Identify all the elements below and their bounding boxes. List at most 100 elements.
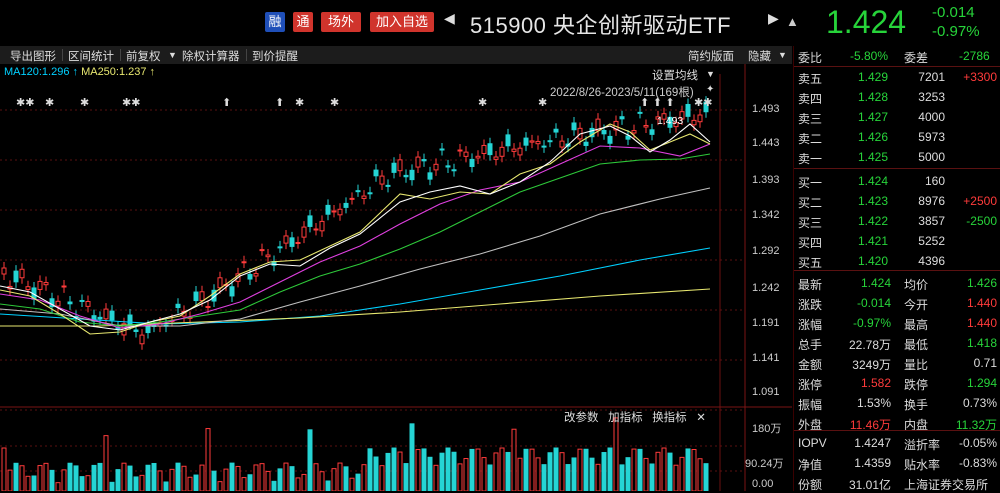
prev-arrow-icon[interactable]: ◀ [444,10,455,26]
volume-bar [313,463,319,491]
svg-text:✱✱: ✱✱ [16,96,34,109]
buy-level-row[interactable]: 买一 1.424 160 [798,174,945,190]
export-chart-button[interactable]: 导出图形 [10,51,56,63]
candle [241,261,247,264]
price-alert-button[interactable]: 到价提醒 [252,51,298,63]
otc-tag[interactable]: 场外 [321,12,361,32]
quote-stat-row[interactable]: 金额 3249万 量比 0.71 [798,356,997,372]
kline-chart[interactable]: ✱✱ ✱ ✱ ✱✱ ⬆ ⬆ ✱ ✱ ✱ ✱ ⬆ ⬆ ⬆ ✱✱ 1.493 [0,64,792,491]
peak-price-label: 1.493 [657,115,683,127]
quote-stat-row[interactable]: 振幅 1.53% 换手 0.73% [798,396,997,412]
candle [499,146,505,157]
fq-dropdown-icon[interactable]: ▼ [168,50,177,60]
volume-bar [547,452,553,491]
candle [343,202,349,208]
volume-bar [457,463,463,491]
volume-bar [631,448,637,491]
price-change: -0.014 [932,4,975,21]
volume-bar [253,464,259,491]
volume-bar [169,468,175,491]
margin-tag[interactable]: 融 [265,12,285,32]
candle [37,280,43,290]
volume-bar [475,448,481,491]
candle [247,274,253,280]
switch-indicator-button[interactable]: 换指标 [652,412,687,424]
edit-params-button[interactable]: 改参数 [564,412,599,424]
candle [643,125,649,128]
buy-level-row[interactable]: 买二 1.423 8976 +2500 [798,194,997,210]
quote-stat-row[interactable]: 总手 22.78万 最低 1.418 [798,336,997,352]
fund-stat-row[interactable]: IOPV 1.4247 溢折率 -0.05% [798,436,997,452]
volume-bar [637,448,643,491]
volume-bar [115,469,121,491]
fq-select[interactable]: 前复权 [126,51,161,63]
sell-level-row[interactable]: 卖一 1.425 5000 [798,150,945,166]
range-stats-button[interactable]: 区间统计 [68,51,114,63]
volume-bar [565,464,571,491]
volume-bar [85,475,91,491]
alert-bell-icon[interactable]: ▲ [786,14,799,29]
buy-level-row[interactable]: 买五 1.420 4396 [798,254,945,270]
sell-level-row[interactable]: 卖二 1.426 5973 [798,130,945,146]
connect-tag[interactable]: 通 [293,12,313,32]
close-icon[interactable]: ✕ [696,412,706,424]
volume-bar [505,451,511,491]
volume-bar [439,452,445,491]
add-indicator-button[interactable]: 加指标 [608,412,643,424]
sell-level-row[interactable]: 卖三 1.427 4000 [798,110,945,126]
volume-bar [481,457,487,491]
ma120-label: MA120:1.296 [4,66,70,78]
ma20-line [0,153,711,327]
next-arrow-icon[interactable]: ▶ [768,10,779,26]
volume-bar [205,428,211,491]
buy-level-row[interactable]: 买三 1.422 3857 -2500 [798,214,997,230]
volume-bar [523,448,529,491]
volume-bar [601,452,607,491]
vol-tick: 180万 [752,423,782,435]
ma120-line [0,247,711,325]
ma5-line [0,123,711,335]
volume-bar [421,448,427,491]
hide-dropdown-icon[interactable]: ▼ [778,50,787,60]
candle [649,129,655,135]
candle [55,300,61,307]
simple-layout-button[interactable]: 简约版面 [688,51,734,63]
chart-toolbar: 导出图形 区间统计 前复权 ▼ 除权计算器 到价提醒 简约版面 隐藏 ▼ [0,46,792,65]
candle [553,128,559,133]
quote-stat-row[interactable]: 外盘 11.46万 内盘 11.32万 [798,418,997,432]
candle [583,141,589,146]
quote-stat-row[interactable]: 涨停 1.582 跌停 1.294 [798,376,997,392]
candle [79,299,85,302]
quote-stat-row[interactable]: 最新 1.424 均价 1.426 [798,276,997,292]
candle [367,192,373,195]
sell-level-row[interactable]: 卖五 1.429 7201 +3300 [798,70,997,86]
candle [175,303,181,309]
ex-right-calc-button[interactable]: 除权计算器 [182,51,240,63]
candle [283,235,289,244]
ma-settings-button[interactable]: 设置均线 [652,70,698,82]
volume-bar [379,465,385,491]
candle [145,325,151,334]
svg-text:⬆: ⬆ [222,96,231,109]
candle [547,140,553,143]
volume-bar [433,464,439,491]
volume-bar [67,462,73,491]
ma-settings-dropdown-icon[interactable]: ▼ [706,69,715,79]
volume-bar [163,481,169,491]
vol-tick: 90.24万 [745,458,784,470]
candle [193,291,199,302]
sell-level-row[interactable]: 卖四 1.428 3253 [798,90,945,106]
fund-stat-row[interactable]: 净值 1.4359 贴水率 -0.83% [798,456,997,472]
candle [373,169,379,177]
svg-text:✱: ✱ [478,96,487,109]
quote-stat-row[interactable]: 涨幅 -0.97% 最高 1.440 [798,316,997,332]
pin-icon[interactable]: ✦ [706,84,715,95]
fund-stat-row[interactable]: 份额 31.01亿 上海证券交易所 [798,478,989,492]
volume-bar [151,462,157,491]
candle [571,122,577,131]
add-watchlist-button[interactable]: 加入自选 [370,12,434,32]
buy-level-row[interactable]: 买四 1.421 5252 [798,234,945,250]
hide-button[interactable]: 隐藏 [748,51,771,63]
quote-stat-row[interactable]: 涨跌 -0.014 今开 1.440 [798,296,997,312]
vol-tick: 0.00 [752,478,774,490]
